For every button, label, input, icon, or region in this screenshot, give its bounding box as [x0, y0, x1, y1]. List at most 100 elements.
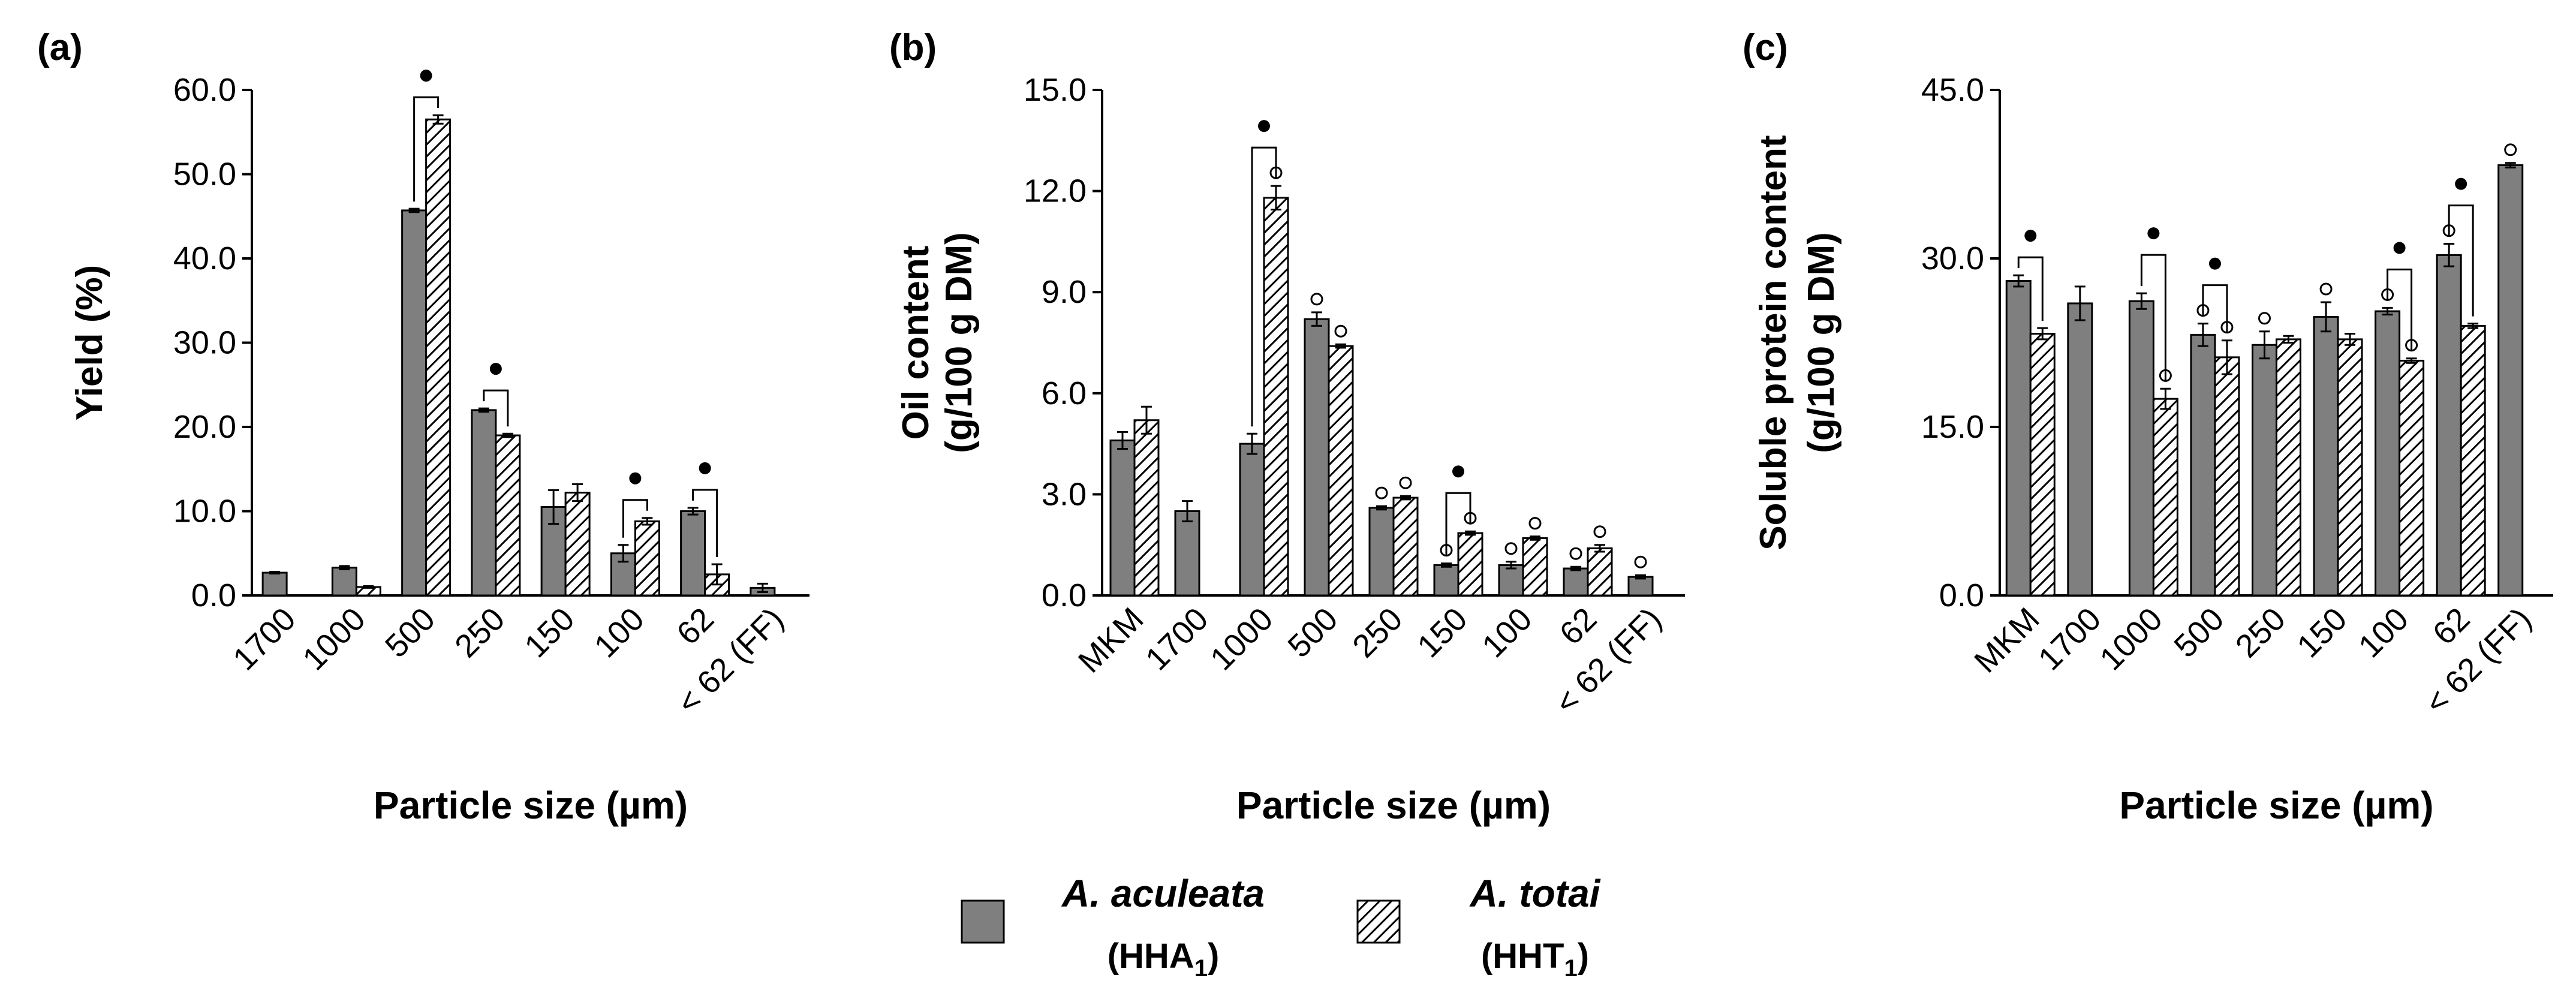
bar-totai — [1457, 532, 1483, 597]
bar-aculeata — [1368, 507, 1395, 597]
x-tick-label: 500 — [378, 601, 442, 664]
x-tick-label: 1000 — [2093, 601, 2169, 677]
significance-circle — [1593, 525, 1606, 538]
significance-circle — [2504, 143, 2517, 157]
y-tick-label: 12.0 — [1024, 173, 1087, 209]
bar-totai — [2214, 356, 2240, 597]
x-tick-label: 62 — [670, 601, 721, 652]
y-tick-label: 10.0 — [173, 494, 236, 529]
x-tick-label: 1000 — [296, 601, 372, 677]
significance-circle — [1310, 293, 1323, 306]
x-tick-label: 500 — [2167, 601, 2231, 664]
bar-totai — [2337, 338, 2363, 597]
y-tick-label: 9.0 — [1042, 274, 1087, 310]
bar-totai — [2152, 398, 2178, 597]
bar-aculeata — [1627, 576, 1654, 597]
bar-totai — [564, 492, 591, 597]
legend-code-base-totai: HHT — [1492, 937, 1564, 976]
bar-aculeata — [1304, 318, 1330, 597]
significance-bracket — [483, 389, 509, 427]
significance-dot — [2455, 177, 2467, 190]
bar-totai — [2399, 359, 2425, 597]
significance-dot — [2024, 230, 2037, 242]
x-tick-label: 500 — [1281, 601, 1344, 664]
significance-circle — [1334, 324, 1347, 338]
significance-bracket — [2017, 256, 2044, 321]
x-tick-label: 150 — [1410, 601, 1474, 664]
bar-aculeata — [1174, 510, 1200, 597]
bar-totai — [1133, 419, 1160, 597]
chart-panel-1: (a) 0.0 10.0 20.0 30.0 40.0 50.0 60.0 Yield (%) P… — [37, 27, 809, 827]
bar-aculeata — [1498, 564, 1524, 597]
x-tick-label: 62 — [1553, 601, 1604, 652]
bar-totai — [634, 520, 660, 597]
x-tick-label: 1700 — [2032, 601, 2108, 677]
x-tick-label: 1700 — [226, 601, 302, 677]
bar-totai — [495, 434, 521, 597]
significance-bracket — [1251, 146, 1277, 427]
bar-aculeata — [680, 510, 706, 597]
significance-circle — [1504, 542, 1518, 555]
x-tick-label: 250 — [1346, 601, 1409, 664]
y-axis-label: (g/100 g DM) — [938, 232, 980, 453]
legend-name-aculeata: A. aculeata — [1061, 872, 1265, 915]
bar-totai — [425, 118, 452, 597]
y-axis-label: Yield (%) — [69, 265, 110, 421]
y-tick-label: 0.0 — [191, 577, 236, 613]
bar-aculeata — [331, 567, 357, 597]
legend-code-aculeata: (HHA1) — [1108, 937, 1220, 982]
bar-totai — [2029, 333, 2056, 597]
panel-label: (b) — [889, 27, 937, 68]
bar-aculeata — [1239, 443, 1265, 597]
significance-circle — [2319, 282, 2333, 296]
y-tick-label: 0.0 — [1939, 577, 1984, 613]
y-tick-label: 30.0 — [1921, 240, 1984, 276]
bar-totai — [1263, 197, 1289, 597]
bar-aculeata — [1563, 567, 1589, 597]
y-tick-label: 3.0 — [1042, 476, 1087, 512]
significance-bracket — [413, 96, 440, 202]
chart-panel-2: (b) 0.0 3.0 6.0 9.0 12.0 15.0 Oil content (g/100… — [889, 27, 1685, 827]
y-tick-label: 60.0 — [173, 72, 236, 108]
significance-dot — [420, 70, 432, 82]
significance-dot — [1452, 465, 1464, 478]
x-tick-label: 250 — [2229, 601, 2292, 664]
legend-code-sub-totai: 1 — [1564, 955, 1577, 982]
significance-circle — [1528, 517, 1542, 530]
significance-bracket — [2387, 268, 2413, 351]
y-tick-label: 40.0 — [173, 240, 236, 276]
y-tick-label: 6.0 — [1042, 375, 1087, 411]
y-tick-label: 15.0 — [1921, 409, 1984, 445]
bar-aculeata — [2190, 333, 2216, 597]
significance-circle — [1634, 555, 1647, 568]
y-tick-label: 15.0 — [1024, 72, 1087, 108]
significance-bracket — [2140, 254, 2166, 382]
x-tick-label: 1000 — [1203, 601, 1280, 677]
x-tick-label: 100 — [1475, 601, 1539, 664]
significance-bracket — [622, 499, 648, 538]
y-tick-label: 45.0 — [1921, 72, 1984, 108]
bar-totai — [2460, 324, 2486, 597]
legend-swatch-aculeata — [961, 899, 1005, 944]
significance-dot — [1258, 120, 1270, 133]
y-tick-label: 50.0 — [173, 157, 236, 192]
y-axis-label: Soluble protein content — [1753, 135, 1794, 550]
significance-dot — [629, 472, 642, 485]
x-axis-label: Particle size (µm) — [374, 784, 688, 827]
y-axis-label: Oil content — [895, 246, 937, 440]
x-axis-label: Particle size (µm) — [1236, 784, 1551, 827]
y-tick-label: 30.0 — [173, 325, 236, 361]
panel-label: (c) — [1743, 27, 1788, 68]
significance-bracket — [2448, 204, 2474, 317]
bar-aculeata — [2067, 302, 2093, 597]
significance-circle — [1569, 547, 1582, 560]
bar-aculeata — [471, 409, 497, 597]
legend-name-totai: A. totai — [1469, 872, 1601, 915]
significance-circle — [2258, 312, 2271, 325]
x-tick-label: 100 — [2352, 601, 2415, 664]
x-axis-label: Particle size (µm) — [2119, 784, 2433, 827]
significance-dot — [2208, 257, 2221, 270]
bar-aculeata — [2375, 310, 2401, 597]
significance-dot — [699, 462, 711, 474]
